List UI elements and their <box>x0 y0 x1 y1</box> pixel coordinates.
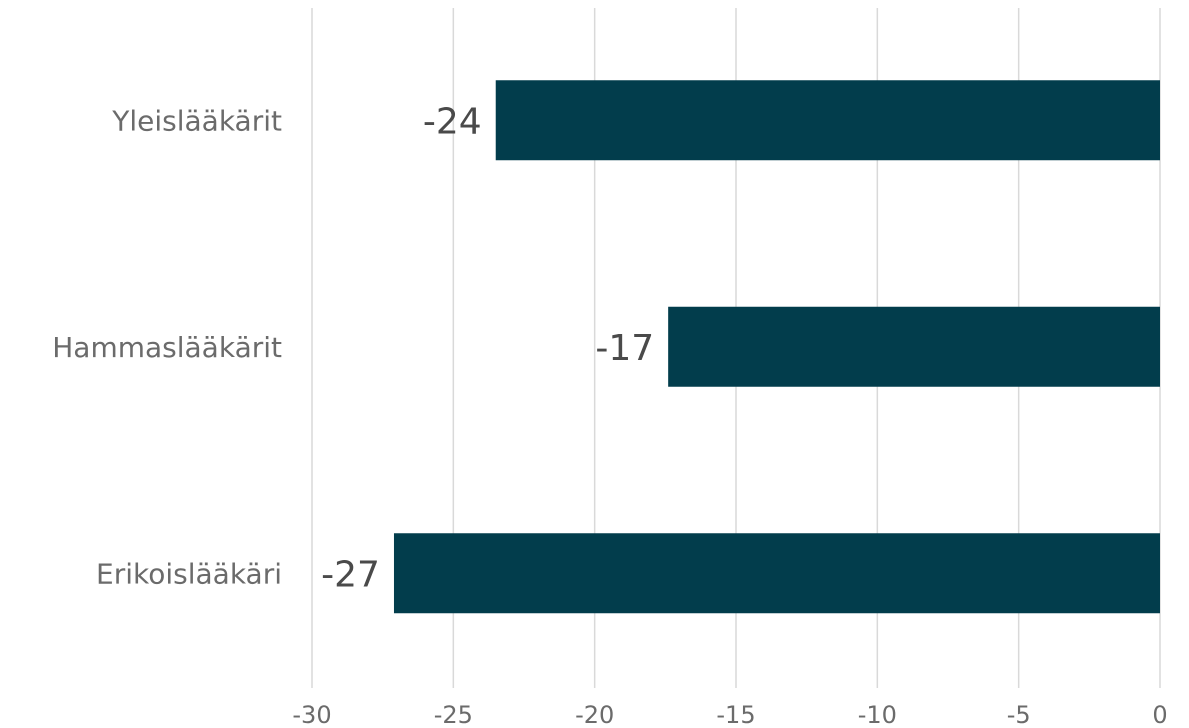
x-tick-label: -25 <box>434 701 473 728</box>
bar <box>668 306 1160 387</box>
label-layer: Yleislääkärit -24 Hammaslääkärit -17 Erikois… <box>52 101 654 595</box>
x-tick-label: -20 <box>575 701 614 728</box>
bar-layer <box>393 80 1160 614</box>
x-axis: -30 -25 -20 -15 -10 -5 0 <box>292 701 1167 728</box>
category-label: Erikoislääkäri <box>96 557 282 590</box>
data-label: -24 <box>423 101 482 142</box>
x-tick-label: 0 <box>1152 701 1167 728</box>
bar <box>393 533 1160 614</box>
x-tick-label: -5 <box>1007 701 1031 728</box>
x-tick-label: -10 <box>858 701 897 728</box>
category-label: Yleislääkärit <box>111 104 282 137</box>
x-tick-label: -30 <box>292 701 331 728</box>
data-label: -27 <box>321 554 380 595</box>
category-label: Hammaslääkärit <box>52 331 282 364</box>
data-label: -17 <box>595 328 654 369</box>
bar <box>495 80 1160 161</box>
x-tick-label: -15 <box>716 701 755 728</box>
